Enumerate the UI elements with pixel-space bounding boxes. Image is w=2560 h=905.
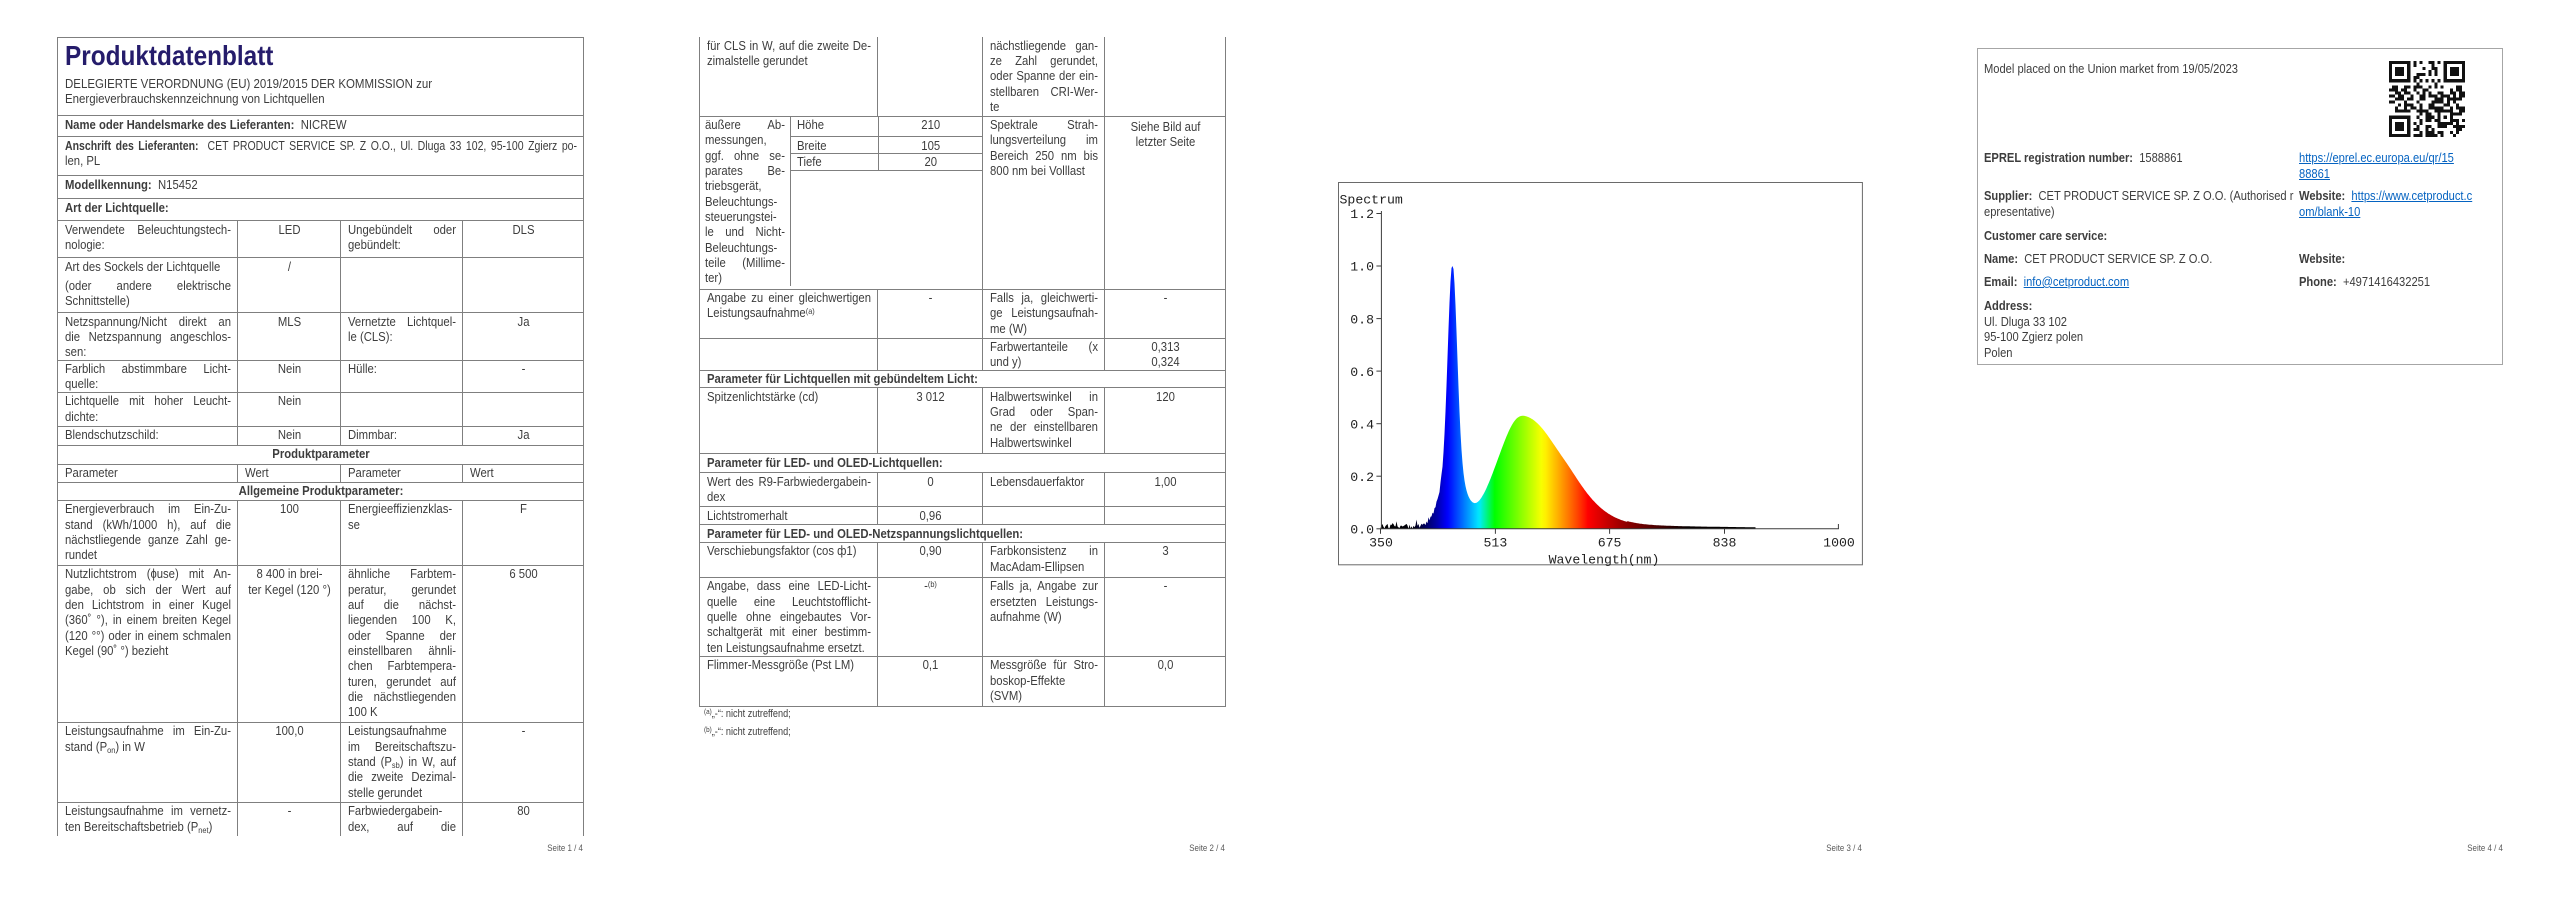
svg-text:838: 838 xyxy=(1713,536,1737,551)
svg-text:1.2: 1.2 xyxy=(1350,207,1374,222)
svg-text:1.0: 1.0 xyxy=(1350,260,1374,275)
svg-text:0.4: 0.4 xyxy=(1350,417,1374,432)
svg-text:0.8: 0.8 xyxy=(1350,312,1374,327)
svg-text:0.2: 0.2 xyxy=(1350,470,1374,485)
svg-text:675: 675 xyxy=(1598,536,1622,551)
svg-text:Spectrum: Spectrum xyxy=(1340,193,1403,208)
svg-text:350: 350 xyxy=(1369,536,1393,551)
svg-text:513: 513 xyxy=(1484,536,1508,551)
svg-text:1000: 1000 xyxy=(1823,536,1855,551)
svg-text:0.6: 0.6 xyxy=(1350,365,1374,380)
svg-text:0.0: 0.0 xyxy=(1350,523,1374,538)
svg-text:Wavelength(nm): Wavelength(nm) xyxy=(1549,553,1660,568)
